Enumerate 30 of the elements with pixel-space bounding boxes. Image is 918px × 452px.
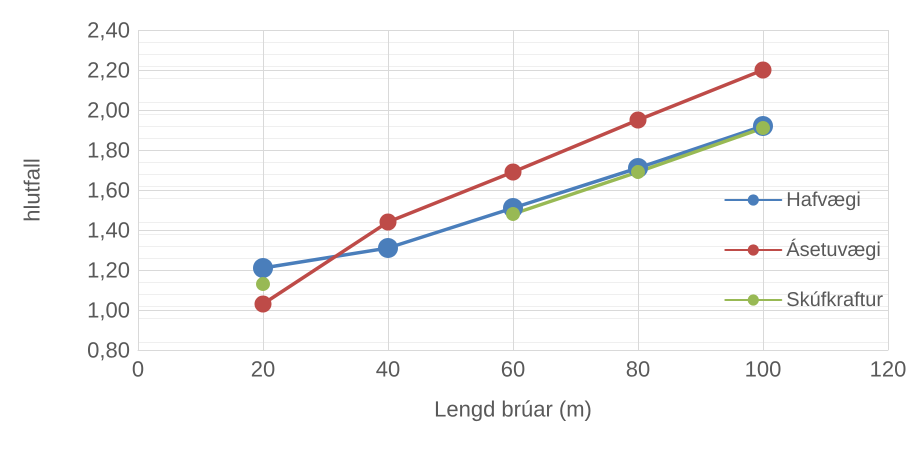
- legend-label: Ásetuvægi: [786, 238, 881, 261]
- y-tick-label: 1,60: [87, 178, 130, 202]
- x-tick-label: 40: [376, 356, 400, 382]
- y-tick-label: 1,80: [87, 138, 130, 162]
- y-tick-label: 2,20: [87, 58, 130, 82]
- y-tick-label: 1,20: [87, 258, 130, 282]
- point: [254, 296, 272, 312]
- y-tick-label: 1,40: [87, 218, 130, 242]
- y-tick-label: 2,40: [87, 18, 130, 42]
- y-tick-label: 0,80: [87, 338, 130, 362]
- point: [256, 277, 270, 291]
- x-tick-label: 120: [870, 356, 906, 382]
- y-axis-title: hlutfall: [20, 158, 44, 222]
- point: [380, 214, 396, 230]
- x-tick-label: 0: [132, 356, 144, 382]
- point: [630, 112, 646, 128]
- point: [504, 164, 522, 180]
- x-axis-title: Lengd brúar (m): [434, 396, 592, 422]
- y-tick-label: 2,00: [87, 98, 130, 122]
- x-tick-label: 20: [250, 356, 276, 382]
- point: [754, 62, 772, 78]
- x-tick-label: 60: [500, 356, 526, 382]
- y-tick-label: 1,00: [87, 298, 130, 322]
- point: [253, 258, 273, 278]
- point: [378, 238, 398, 258]
- legend-label: Skúfkraftur: [786, 289, 884, 311]
- point: [506, 207, 520, 221]
- x-tick-label: 100: [744, 356, 782, 382]
- legend-label: Hafvægi: [786, 189, 861, 211]
- x-tick-label: 80: [626, 356, 650, 382]
